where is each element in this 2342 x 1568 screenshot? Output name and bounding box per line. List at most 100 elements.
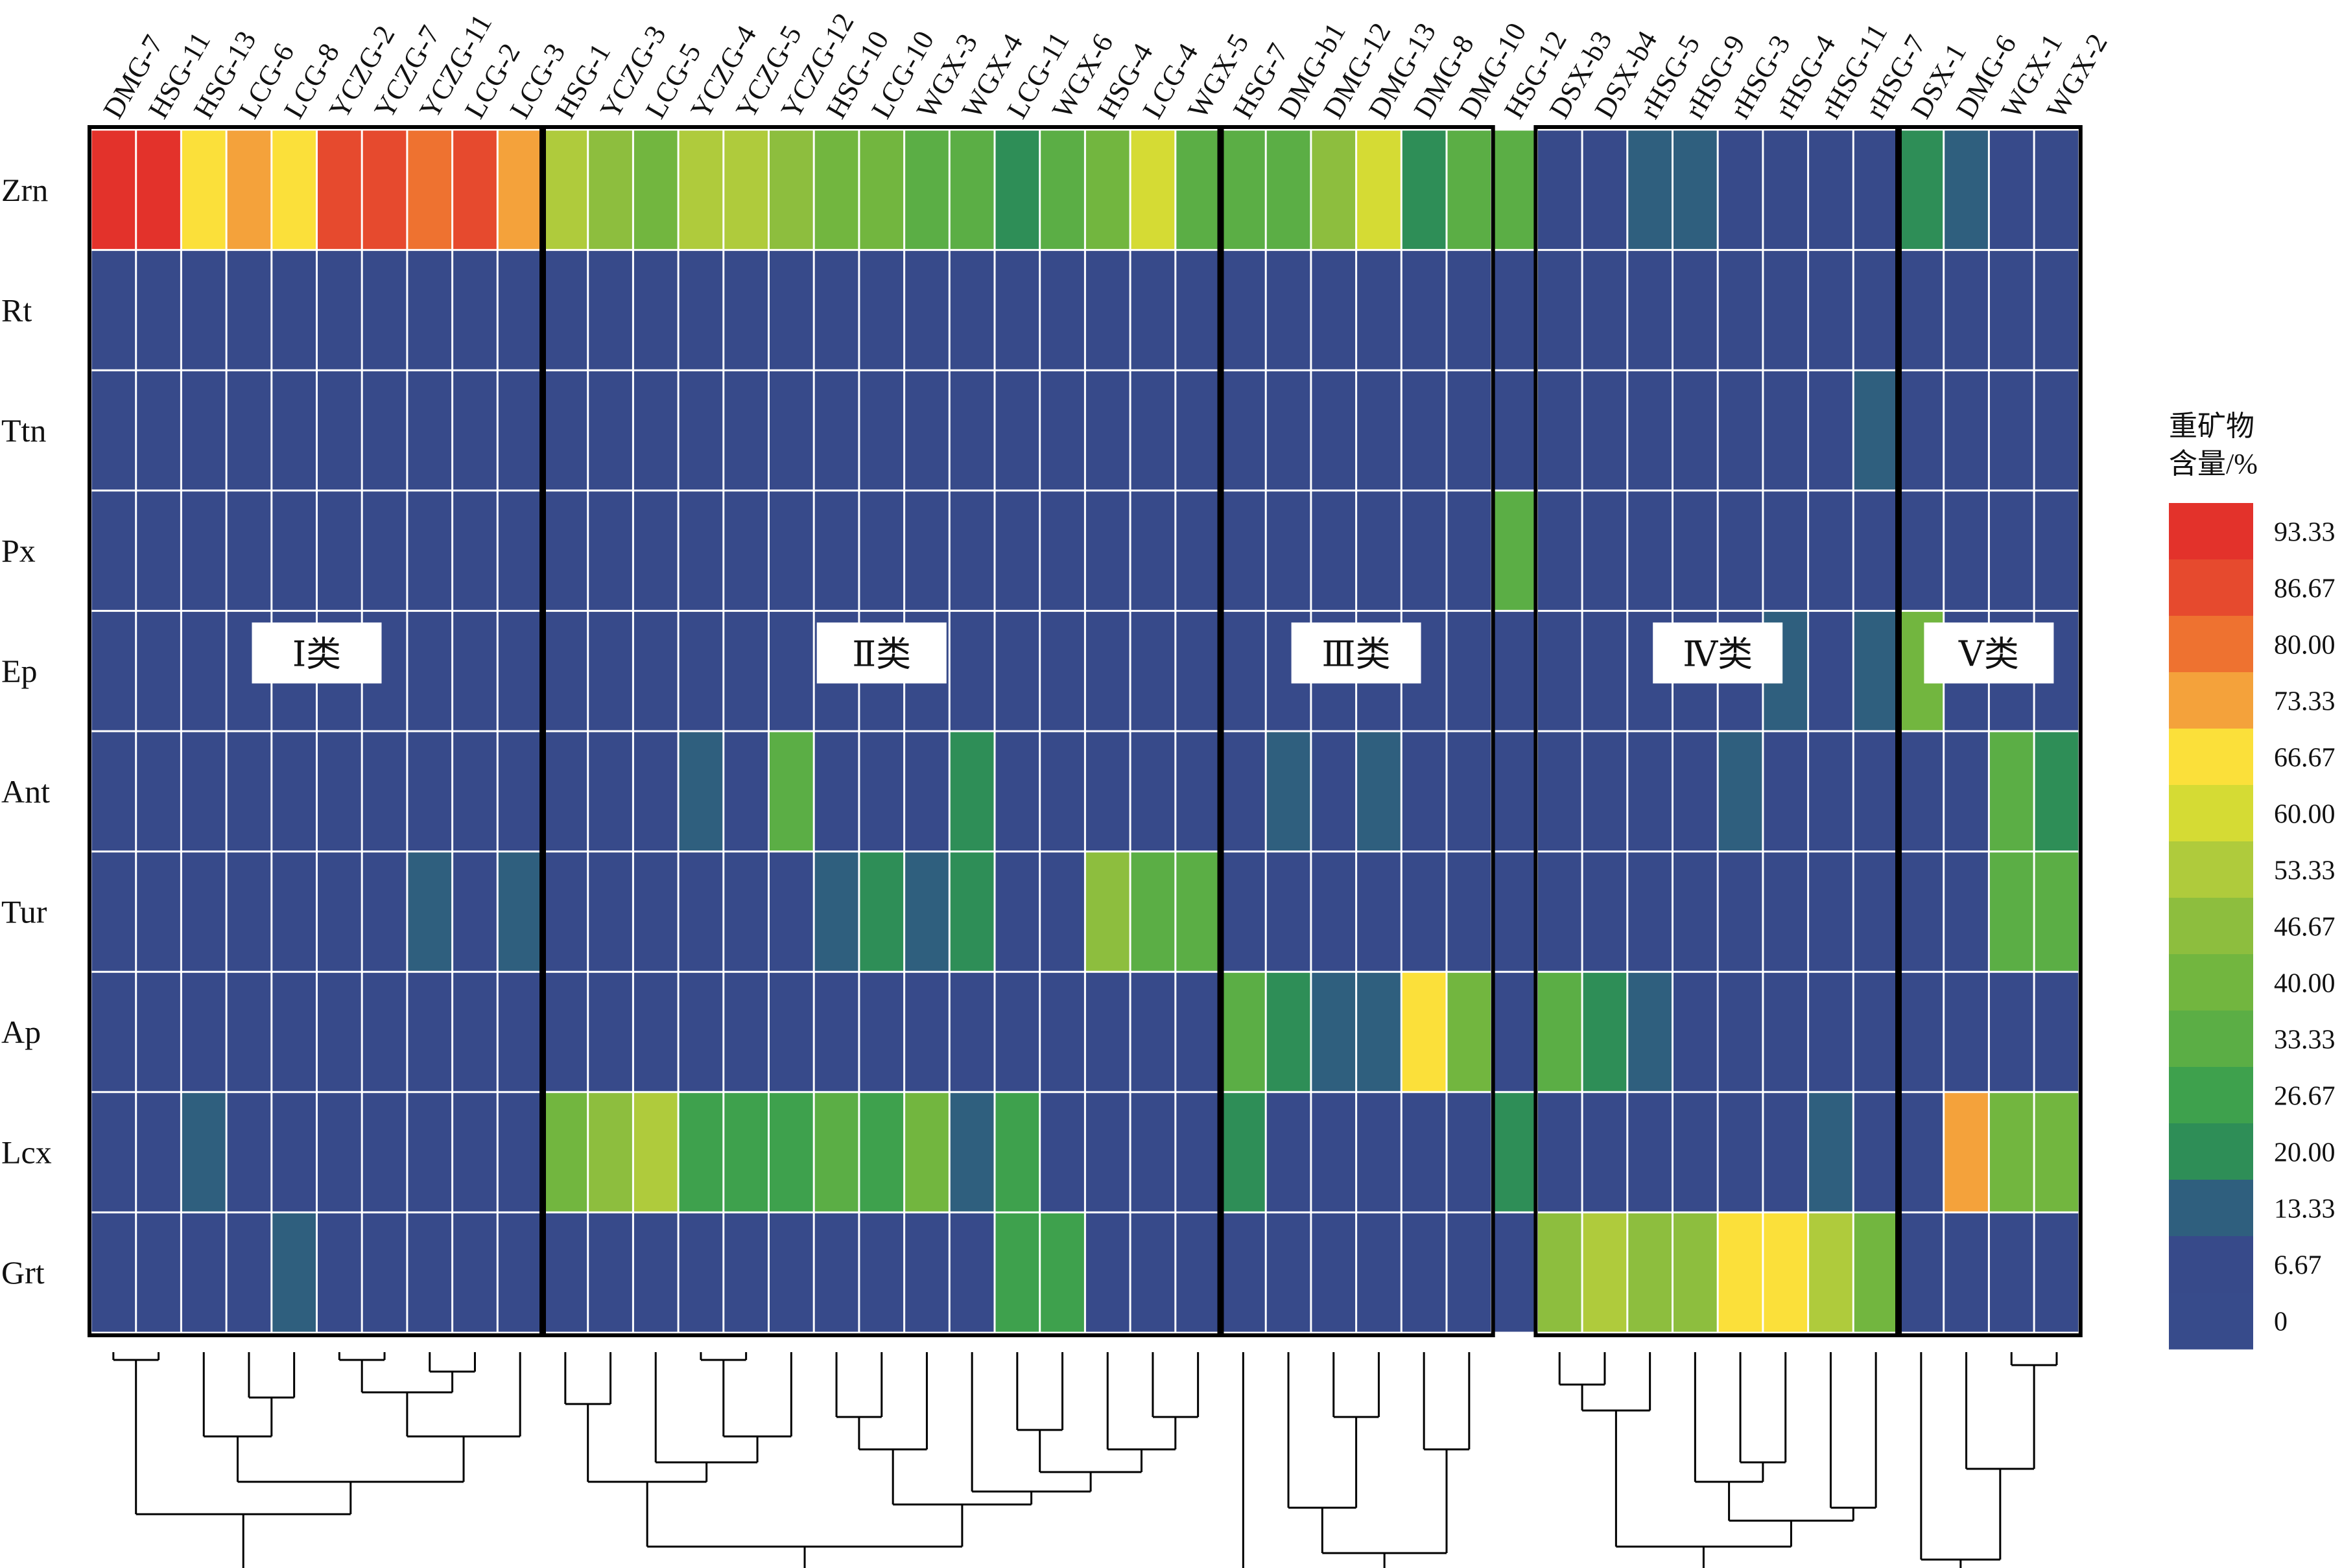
heatmap-cell-ttn-31	[1491, 370, 1537, 491]
heatmap-cell-ant-4	[271, 731, 318, 852]
heatmap-cell-rt-21	[1039, 250, 1085, 371]
heatmap-cell-lcx-31	[1491, 1092, 1537, 1213]
heatmap-cell-ap-3	[226, 972, 272, 1093]
heatmap-cell-ep-31	[1491, 611, 1537, 732]
group-label-bg-5	[1924, 622, 2054, 684]
heatmap-cell-lcx-34	[1627, 1092, 1674, 1213]
heatmap-cell-zrn-0	[91, 130, 137, 251]
heatmap-cell-lcx-32	[1537, 1092, 1583, 1213]
heatmap-cell-zrn-26	[1266, 130, 1312, 251]
mineral-label-tur: Tur	[1, 893, 47, 930]
heatmap-cell-zrn-27	[1310, 130, 1357, 251]
heatmap-cell-ep-0	[91, 611, 137, 732]
heatmap-cell-rt-36	[1718, 250, 1764, 371]
heatmap-cell-px-12	[633, 490, 679, 611]
heatmap-cell-rt-34	[1627, 250, 1674, 371]
heatmap-cell-zrn-18	[904, 130, 950, 251]
heatmap-cell-px-13	[678, 490, 724, 611]
heatmap-cell-rt-7	[407, 250, 453, 371]
heatmap-cell-ttn-36	[1718, 370, 1764, 491]
heatmap-cell-lcx-8	[452, 1092, 498, 1213]
heatmap-cell-ep-32	[1537, 611, 1583, 732]
legend-tick-label: 6.67	[2274, 1251, 2322, 1281]
heatmap-cell-ep-33	[1582, 611, 1628, 732]
legend-title-line-2: 含量/%	[2169, 448, 2258, 480]
heatmap-cell-px-34	[1627, 490, 1674, 611]
heatmap-cell-ttn-6	[362, 370, 408, 491]
heatmap-cell-ant-29	[1401, 731, 1447, 852]
group-box-1	[88, 125, 546, 1337]
heatmap-cell-px-43	[2034, 490, 2080, 611]
heatmap-cell-rt-31	[1491, 250, 1537, 371]
heatmap-cell-zrn-42	[1989, 130, 2035, 251]
heatmap-cell-rt-24	[1175, 250, 1222, 371]
heatmap-cell-ant-36	[1718, 731, 1764, 852]
heatmap-cell-ant-40	[1898, 731, 1945, 852]
heatmap-cell-ttn-21	[1039, 370, 1085, 491]
heatmap-cell-ttn-7	[407, 370, 453, 491]
heatmap-cell-ant-38	[1808, 731, 1854, 852]
mineral-label-lcx: Lcx	[1, 1134, 52, 1171]
heatmap-cell-ap-31	[1491, 972, 1537, 1093]
heatmap-cell-ap-27	[1310, 972, 1357, 1093]
heatmap-cell-ttn-10	[543, 370, 589, 491]
legend-tick-label: 20.00	[2274, 1138, 2336, 1168]
heatmap-cell-ap-20	[995, 972, 1041, 1093]
heatmap-cell-rt-26	[1266, 250, 1312, 371]
heatmap-cell-ant-42	[1989, 731, 2035, 852]
heatmap-cell-px-28	[1356, 490, 1402, 611]
heatmap-cell-ant-30	[1447, 731, 1493, 852]
heatmap-cell-tur-23	[1130, 851, 1176, 972]
heatmap-cell-grt-16	[814, 1212, 860, 1333]
heatmap-cell-zrn-35	[1672, 130, 1718, 251]
heatmap-cell-ap-41	[1943, 972, 1989, 1093]
heatmap-cell-ant-37	[1762, 731, 1809, 852]
heatmap-cell-ap-10	[543, 972, 589, 1093]
heatmap-cell-grt-31	[1491, 1212, 1537, 1333]
heatmap-cell-ttn-5	[316, 370, 362, 491]
mineral-label-ep: Ep	[1, 653, 38, 689]
heatmap-cell-px-41	[1943, 490, 1989, 611]
heatmap-cell-ep-15	[768, 611, 814, 732]
heatmap-cell-ttn-4	[271, 370, 318, 491]
heatmap-cell-ant-43	[2034, 731, 2080, 852]
heatmap-cell-lcx-25	[1220, 1092, 1266, 1213]
heatmap-cell-grt-41	[1943, 1212, 1989, 1333]
group-box-3	[1217, 125, 1495, 1337]
dendrogram	[112, 1352, 2058, 1568]
legend-tick-label: 93.33	[2274, 518, 2336, 548]
heatmap-cell-rt-12	[633, 250, 679, 371]
heatmap-cell-rt-4	[271, 250, 318, 371]
heatmap-cell-rt-5	[316, 250, 362, 371]
heatmap-cell-lcx-6	[362, 1092, 408, 1213]
heatmap-cell-ant-2	[181, 731, 227, 852]
heatmap-cell-px-17	[858, 490, 905, 611]
legend-tick-label: 0	[2274, 1307, 2288, 1337]
heatmap-cell-grt-8	[452, 1212, 498, 1333]
heatmap-cell-px-6	[362, 490, 408, 611]
heatmap-cell-px-38	[1808, 490, 1854, 611]
heatmap-cell-rt-15	[768, 250, 814, 371]
heatmap-cell-zrn-32	[1537, 130, 1583, 251]
heatmap-cell-px-11	[587, 490, 633, 611]
heatmap-cell-ap-42	[1989, 972, 2035, 1093]
heatmap-cell-grt-14	[723, 1212, 770, 1333]
heatmap-cell-zrn-4	[271, 130, 318, 251]
heatmap-cell-ap-26	[1266, 972, 1312, 1093]
mineral-label-rt: Rt	[1, 292, 32, 328]
heatmap-cell-ttn-24	[1175, 370, 1222, 491]
heatmap-cell-zrn-7	[407, 130, 453, 251]
heatmap-cell-ap-0	[91, 972, 137, 1093]
mineral-label-grt: Grt	[1, 1254, 45, 1291]
heatmap-cell-zrn-8	[452, 130, 498, 251]
heatmap-cell-ap-1	[136, 972, 182, 1093]
heatmap-cell-grt-2	[181, 1212, 227, 1333]
heatmap-cell-lcx-24	[1175, 1092, 1222, 1213]
heatmap-cell-ap-16	[814, 972, 860, 1093]
heatmap-cell-lcx-18	[904, 1092, 950, 1213]
group-labels: Ⅰ类 Ⅱ类 Ⅲ类 Ⅳ类 Ⅴ类	[252, 622, 2054, 684]
heatmap-cell-ep-7	[407, 611, 453, 732]
legend-tick-label: 53.33	[2274, 856, 2336, 886]
heatmap-cell-lcx-42	[1989, 1092, 2035, 1213]
heatmap-cell-grt-35	[1672, 1212, 1718, 1333]
